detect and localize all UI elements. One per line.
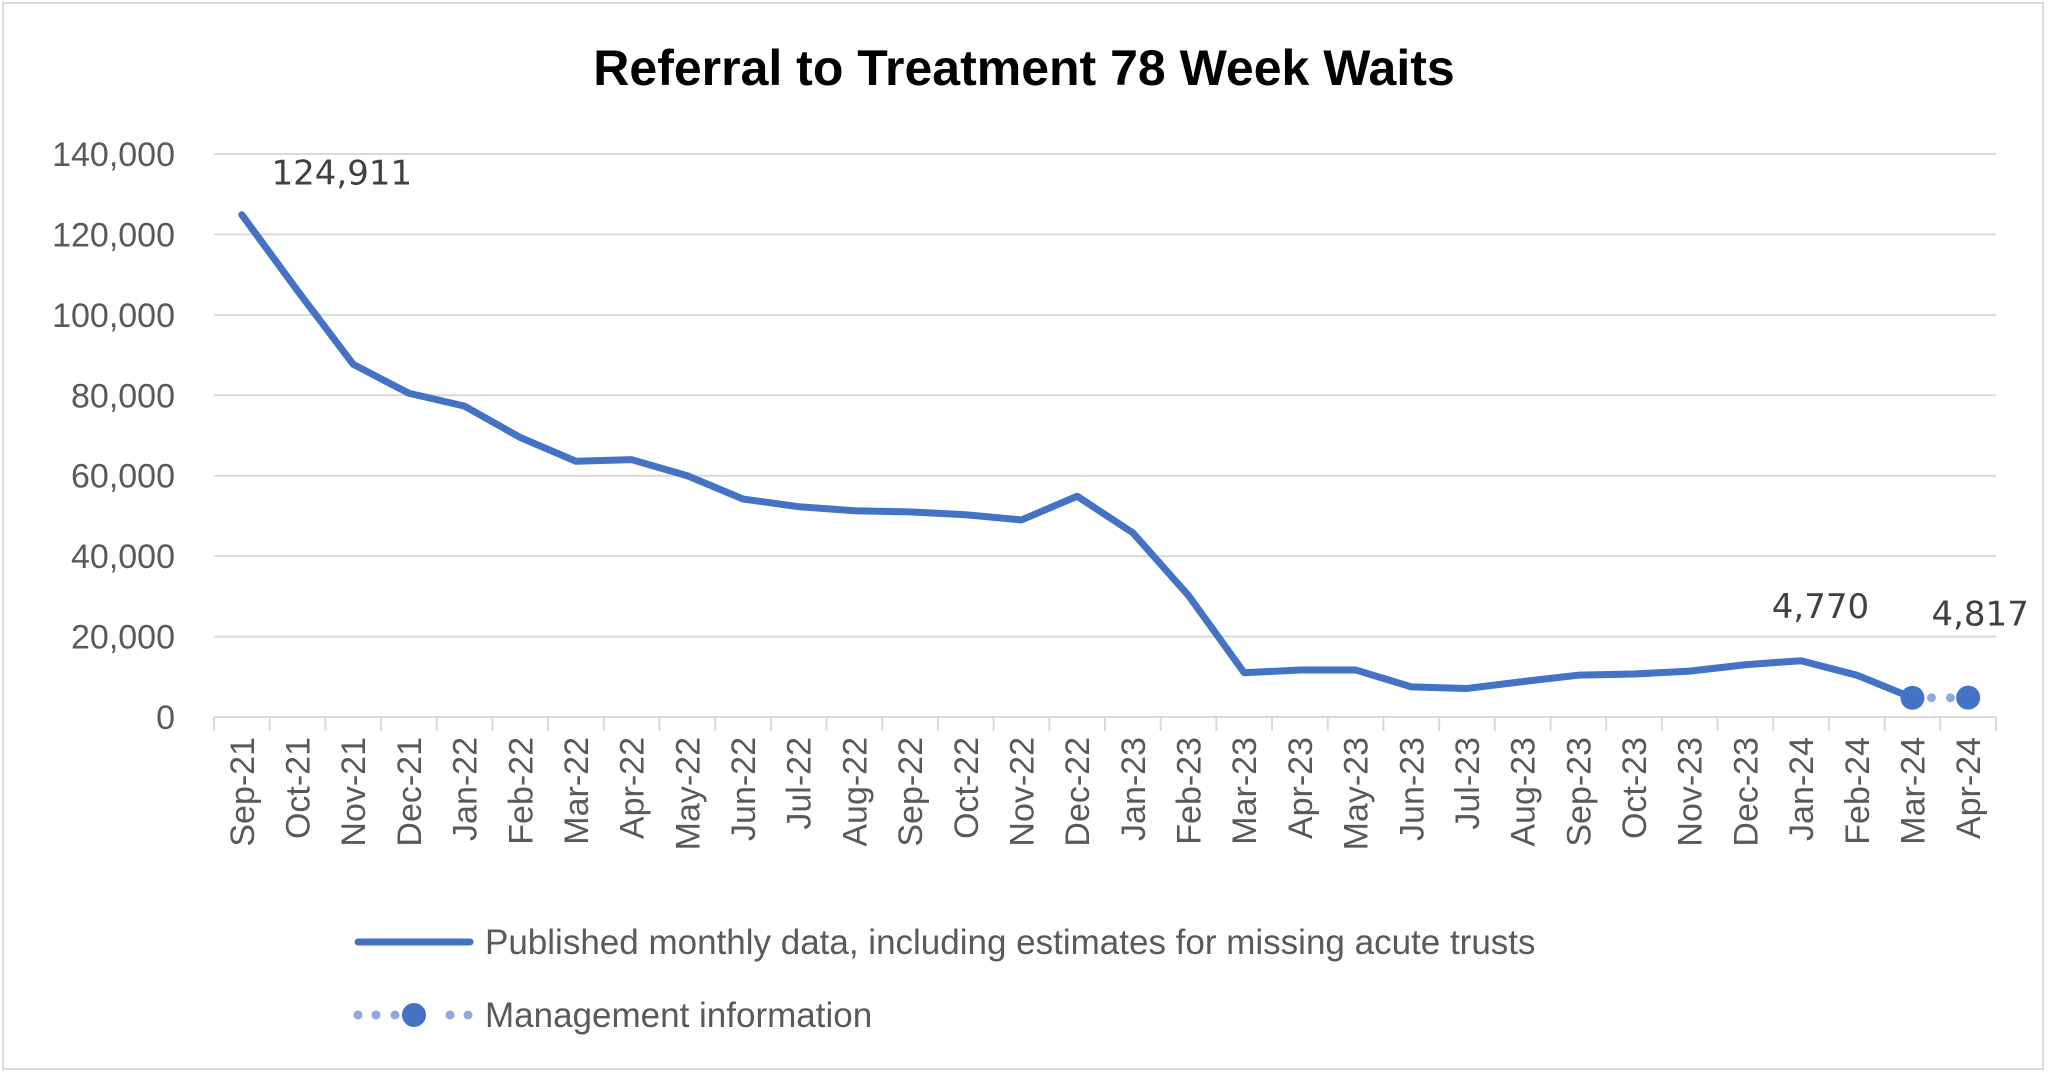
- x-tick-label: Oct-21: [280, 737, 318, 839]
- chart-title: Referral to Treatment 78 Week Waits: [593, 40, 1454, 96]
- data-label: 4,770: [1772, 587, 1869, 627]
- y-tick-label: 100,000: [52, 297, 175, 335]
- data-point-management: [1900, 685, 1925, 710]
- legend-label-management: Management information: [485, 996, 872, 1035]
- x-tick-label: Oct-23: [1616, 737, 1654, 839]
- x-tick-label: Jan-23: [1115, 737, 1153, 841]
- y-tick-label: 120,000: [52, 216, 175, 254]
- x-tick-label: Apr-24: [1950, 737, 1988, 839]
- x-tick-label: Jan-24: [1783, 737, 1821, 841]
- x-tick-label: Aug-23: [1505, 737, 1543, 847]
- x-tick-label: Jun-23: [1393, 737, 1431, 841]
- x-tick-label: Mar-22: [558, 737, 596, 845]
- x-tick-label: Jan-22: [447, 737, 485, 841]
- y-tick-label: 60,000: [71, 458, 175, 496]
- y-tick-label: 80,000: [71, 377, 175, 415]
- x-tick-label: May-23: [1338, 737, 1376, 850]
- legend-label-published: Published monthly data, including estima…: [485, 923, 1536, 962]
- y-tick-label: 20,000: [71, 619, 175, 657]
- x-tick-label: Sep-21: [224, 737, 262, 847]
- data-label: 124,911: [272, 154, 413, 194]
- x-tick-label: Feb-22: [502, 737, 540, 845]
- x-tick-label: Jun-22: [725, 737, 763, 841]
- x-tick-label: Mar-23: [1226, 737, 1264, 845]
- x-tick-label: Nov-21: [335, 737, 373, 847]
- series-line-published: [238, 211, 1916, 702]
- data-label: 4,817: [1931, 595, 2028, 635]
- x-tick-label: Aug-22: [836, 737, 874, 847]
- x-tick-label: Nov-22: [1003, 737, 1041, 847]
- x-tick-label: Mar-24: [1894, 737, 1932, 845]
- legend: Published monthly data, including estima…: [353, 923, 1536, 1035]
- x-tick-label: Apr-23: [1282, 737, 1320, 839]
- x-tick-label: Sep-23: [1560, 737, 1598, 847]
- legend-swatch-management: [353, 1003, 473, 1027]
- x-tick-label: Jul-22: [781, 737, 819, 830]
- x-tick-label: May-22: [669, 737, 707, 850]
- x-tick-label: Dec-21: [391, 737, 429, 847]
- x-tick-label: Dec-22: [1059, 737, 1097, 847]
- data-point-management: [1956, 685, 1981, 710]
- y-tick-label: 0: [156, 699, 175, 737]
- x-tick-label: Dec-23: [1727, 737, 1765, 847]
- x-tick-label: Oct-22: [948, 737, 986, 839]
- x-tick-label: Jul-23: [1449, 737, 1487, 830]
- x-tick-label: Apr-22: [614, 737, 652, 839]
- x-tick-label: Sep-22: [892, 737, 930, 847]
- y-tick-label: 40,000: [71, 538, 175, 576]
- x-tick-label: Feb-24: [1839, 737, 1877, 845]
- x-tick-label: Nov-23: [1672, 737, 1710, 847]
- y-tick-label: 140,000: [52, 136, 175, 174]
- x-tick-label: Feb-23: [1171, 737, 1209, 845]
